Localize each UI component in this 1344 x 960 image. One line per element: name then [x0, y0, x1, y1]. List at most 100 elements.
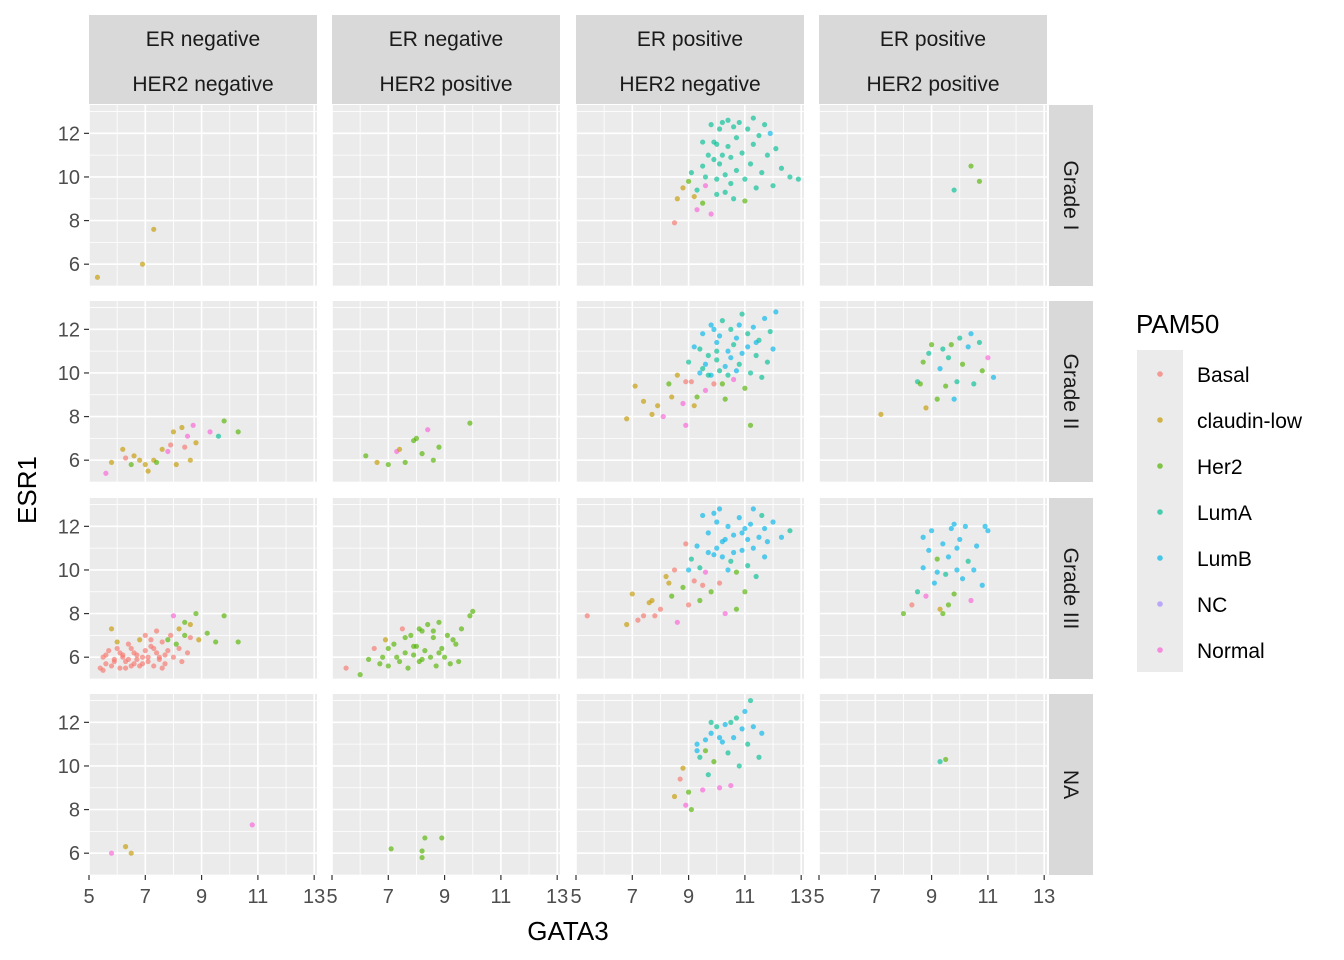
data-point — [739, 150, 745, 156]
data-point — [940, 610, 946, 617]
data-point — [708, 589, 714, 595]
data-point — [985, 355, 991, 361]
column-strip-4: ER positive HER2 positive — [819, 15, 1047, 104]
data-point — [669, 394, 675, 400]
data-point — [382, 637, 389, 643]
data-point — [697, 597, 703, 604]
data-point — [979, 582, 985, 588]
data-point — [187, 621, 193, 628]
data-point — [948, 342, 954, 348]
data-point — [94, 274, 101, 280]
data-point — [162, 661, 168, 667]
data-point — [976, 339, 983, 346]
data-point — [380, 654, 386, 660]
data-point — [761, 122, 768, 128]
data-point — [787, 174, 793, 180]
data-point — [411, 652, 417, 658]
data-point — [747, 422, 754, 428]
data-point — [722, 396, 728, 402]
data-point — [725, 750, 731, 756]
y-tick-label: 8 — [69, 604, 80, 626]
data-point — [444, 632, 451, 638]
data-point — [447, 661, 453, 667]
panel-background — [89, 694, 317, 875]
legend-item-basal: Basal — [1157, 364, 1250, 387]
data-point — [162, 652, 168, 658]
data-point — [934, 556, 940, 562]
data-point — [691, 193, 697, 200]
data-point — [153, 650, 160, 656]
data-point — [728, 180, 734, 187]
data-point — [683, 379, 689, 385]
data-point — [624, 621, 630, 628]
points-r2-c3 — [900, 521, 991, 617]
data-point — [716, 785, 723, 791]
data-point — [173, 641, 179, 647]
data-point — [134, 652, 140, 658]
strip-background — [1049, 301, 1093, 482]
data-point — [357, 672, 363, 678]
data-point — [733, 135, 740, 141]
data-point — [756, 132, 762, 139]
x-tick-label: 11 — [248, 886, 269, 908]
data-point — [742, 385, 748, 391]
data-point — [711, 156, 717, 163]
x-tick-label: 9 — [196, 886, 207, 908]
data-point — [725, 143, 731, 150]
data-point — [114, 639, 120, 645]
data-point — [943, 383, 949, 389]
data-point — [100, 667, 106, 673]
data-point — [702, 183, 709, 189]
data-point — [425, 621, 431, 628]
data-point — [700, 366, 706, 372]
data-point — [235, 429, 241, 435]
data-point — [165, 637, 171, 643]
data-point — [416, 626, 422, 632]
panel-background — [576, 105, 804, 286]
data-point — [954, 545, 960, 551]
data-point — [750, 115, 756, 121]
strip-background — [576, 15, 804, 104]
data-point — [926, 547, 932, 553]
data-point — [705, 549, 711, 556]
data-point — [669, 593, 675, 599]
data-point — [396, 658, 403, 665]
legend-title: PAM50 — [1136, 309, 1219, 339]
data-point — [764, 359, 771, 365]
data-point — [716, 161, 723, 167]
data-point — [747, 521, 754, 527]
data-point — [928, 342, 935, 348]
data-point — [114, 645, 120, 652]
legend-label: LumA — [1197, 502, 1252, 525]
data-point — [402, 650, 408, 656]
y-tick-label: 12 — [58, 516, 80, 538]
strip-background — [89, 15, 317, 104]
panel-background — [332, 498, 560, 679]
data-point — [663, 573, 669, 580]
data-point — [148, 637, 154, 643]
data-point — [773, 146, 779, 152]
data-point — [413, 435, 420, 441]
data-point — [422, 648, 428, 654]
data-point — [213, 639, 219, 645]
data-point — [722, 610, 728, 617]
data-point — [739, 530, 745, 536]
data-point — [753, 352, 759, 359]
data-point — [974, 543, 980, 549]
data-point — [750, 506, 756, 512]
data-point — [733, 569, 740, 575]
panel-background — [332, 694, 560, 875]
data-point — [714, 191, 720, 198]
data-point — [719, 318, 725, 324]
panel-r0-c0 — [88, 105, 317, 287]
x-tick-label: 5 — [326, 886, 337, 908]
data-point — [940, 541, 946, 547]
data-point — [453, 641, 459, 647]
data-point — [759, 730, 765, 736]
points-r1-c0 — [103, 418, 241, 476]
data-point — [951, 591, 957, 597]
data-point — [399, 626, 405, 632]
data-point — [374, 459, 380, 465]
data-point — [739, 547, 745, 553]
data-point — [736, 763, 742, 769]
